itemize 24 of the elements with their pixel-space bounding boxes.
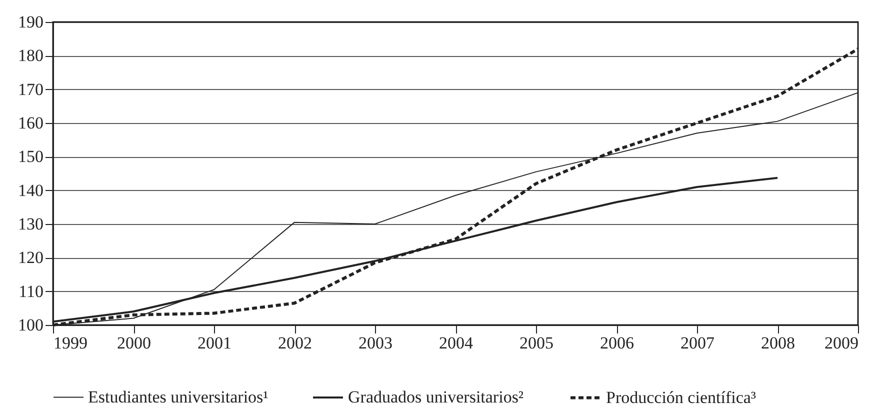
y-tick-label: 140 [18,180,44,200]
y-tick-label: 190 [18,12,44,32]
legend-label: Estudiantes universitarios¹ [88,387,268,406]
y-tick-label: 160 [18,114,44,132]
x-tick-label: 2003 [358,334,392,352]
x-tick-label: 1999 [54,334,88,352]
y-tick-label: 180 [18,46,44,66]
x-tick-label: 2009 [824,334,858,352]
x-tick-label: 2002 [278,334,312,352]
y-tick-label: 130 [18,214,44,234]
legend-label: Producción científica³ [606,388,756,407]
legend-label: Graduados universitarios² [348,388,524,406]
y-tick-label: 120 [18,248,44,268]
x-tick-label: 2005 [520,334,554,352]
y-tick-label: 110 [18,282,44,301]
x-tick-label: 2006 [600,334,634,352]
y-tick-label: 170 [18,80,44,99]
y-tick-label: 100 [18,316,44,334]
x-tick-label: 2008 [761,334,795,352]
x-tick-label: 2007 [680,334,715,352]
x-tick-label: 2001 [198,334,232,352]
y-tick-label: 150 [18,147,44,166]
x-tick-label: 2004 [439,334,474,352]
x-tick-label: 2000 [117,334,151,352]
